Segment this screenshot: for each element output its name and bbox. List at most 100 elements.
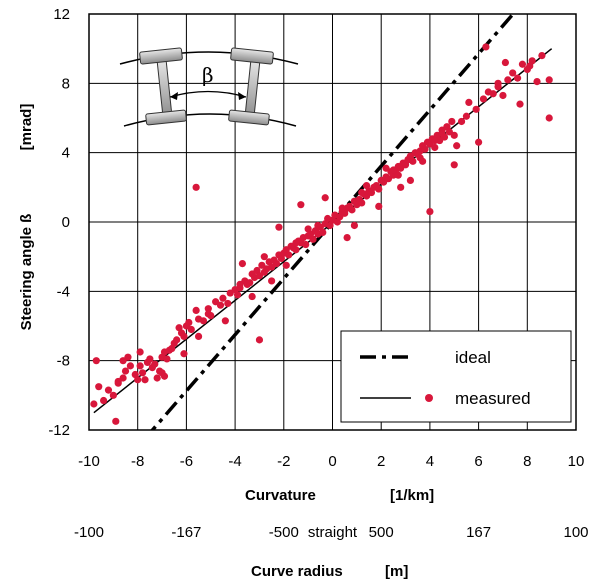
y-tick-label: -4 — [57, 283, 70, 300]
measured-point — [431, 136, 439, 145]
measured-point — [160, 372, 169, 380]
measured-point — [448, 117, 456, 126]
x-axis-title: Curvature — [245, 487, 316, 504]
measured-point — [309, 235, 317, 243]
beta-arrowhead-right — [238, 92, 246, 100]
measured-point — [114, 377, 122, 386]
measured-point — [255, 336, 264, 344]
beta-symbol: β — [202, 63, 214, 87]
measured-point — [192, 306, 200, 314]
measured-point — [504, 76, 512, 84]
legend-box — [340, 330, 572, 423]
measured-point — [343, 234, 351, 242]
y-axis-title: Steering angle ß — [18, 214, 35, 331]
measured-point — [509, 69, 517, 77]
x-tick-label: -2 — [277, 453, 290, 470]
measured-point — [545, 114, 553, 122]
measured-point — [482, 43, 490, 51]
measured-point — [350, 221, 359, 230]
measured-point — [138, 369, 147, 377]
x-tick-label: -8 — [131, 453, 144, 470]
measured-point — [494, 83, 502, 91]
measured-point — [136, 348, 144, 356]
x-tick-labels: -10 -8 -6 -4 -2 0 2 4 6 8 10 — [78, 453, 584, 470]
measured-point — [302, 240, 310, 249]
measured-point — [285, 251, 293, 259]
measured-point — [275, 223, 283, 231]
legend-measured-label: measured — [455, 389, 531, 408]
measured-point — [268, 277, 276, 285]
y-tick-label: 12 — [53, 6, 70, 23]
measured-point — [321, 194, 329, 202]
measured-point — [260, 253, 268, 261]
right-upper-wheel — [230, 47, 274, 65]
measured-point — [450, 161, 458, 169]
x-tick-label: -4 — [228, 453, 241, 470]
measured-point — [282, 261, 290, 269]
measured-point — [180, 332, 188, 340]
measured-point — [358, 188, 366, 197]
measured-point — [292, 239, 300, 247]
legend-ideal-label: ideal — [455, 348, 491, 367]
measured-point — [199, 317, 208, 325]
measured-point — [119, 357, 127, 365]
measured-point — [187, 325, 195, 334]
x-tick-label: 8 — [523, 453, 531, 470]
measured-point — [397, 183, 405, 191]
measured-point — [426, 208, 434, 216]
measured-point — [92, 357, 100, 365]
curve-radius-label: -100 — [74, 524, 104, 541]
measured-point — [501, 58, 509, 67]
measured-point — [194, 332, 203, 340]
measured-point — [173, 336, 181, 344]
x-tick-label: 4 — [426, 453, 434, 470]
x-tick-label: 6 — [474, 453, 482, 470]
x-tick-label: 2 — [377, 453, 385, 470]
measured-point — [526, 62, 534, 70]
measured-point — [375, 202, 383, 210]
legend-measured-marker — [425, 394, 433, 402]
left-upper-wheel — [139, 47, 183, 65]
measured-point — [362, 182, 371, 190]
measured-point — [518, 60, 527, 68]
left-lower-wheel — [145, 109, 187, 126]
measured-point — [499, 91, 507, 100]
measured-point — [146, 355, 154, 363]
measured-point — [238, 260, 247, 268]
measured-point — [453, 142, 461, 150]
plot-frame — [88, 13, 577, 431]
y-tick-label: 8 — [62, 75, 70, 92]
measured-point — [418, 157, 427, 165]
measured-point — [314, 221, 322, 230]
radius-axis-title: Curve radius — [251, 563, 343, 580]
measured-point — [375, 185, 383, 193]
measured-point — [248, 292, 256, 301]
measured-point — [319, 228, 327, 236]
y-tick-label: -12 — [48, 422, 70, 439]
curve-radius-label: -500 — [269, 524, 299, 541]
measured-point — [382, 164, 390, 172]
measured-point — [465, 98, 473, 106]
measured-point — [216, 301, 225, 309]
x-tick-label: -6 — [180, 453, 193, 470]
measured-point — [394, 171, 402, 179]
measured-point — [121, 367, 130, 375]
measured-point — [163, 355, 171, 363]
y-tick-label: 4 — [62, 145, 70, 162]
measured-point — [348, 206, 356, 214]
measured-point — [109, 391, 117, 399]
measured-point — [233, 291, 242, 299]
measured-point — [538, 52, 546, 60]
y-tick-labels: -12 -8 -4 0 4 8 12 — [48, 6, 70, 439]
measured-point — [224, 299, 232, 308]
measured-point — [457, 117, 466, 126]
measured-point — [95, 383, 103, 391]
measured-point — [358, 199, 366, 207]
measured-point — [475, 138, 483, 146]
measured-point — [180, 350, 188, 358]
y-tick-label: -8 — [57, 353, 70, 370]
measured-point — [204, 310, 212, 318]
measured-point — [450, 131, 458, 139]
bogie-inset-illustration: β — [119, 47, 299, 127]
